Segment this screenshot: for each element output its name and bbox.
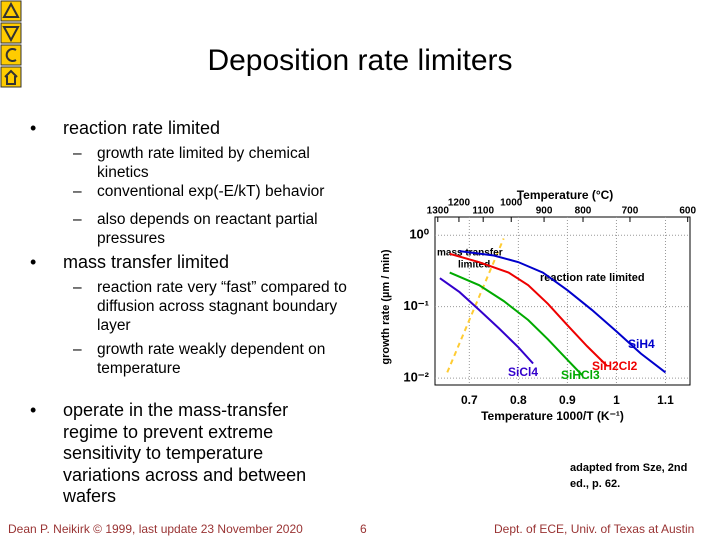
x-tick-label: 1 [613,393,620,407]
x-tick-label: 1.1 [657,393,674,407]
sub-dash: – [73,279,82,296]
x2-tick-label: 1300 [427,206,450,217]
slide-title: Deposition rate limiters [207,44,513,77]
x-tick-label: 0.8 [510,393,527,407]
x2-axis-title: Temperature (°C) [517,188,614,202]
bullet-text: reaction rate limited [63,118,221,138]
series-line [459,250,667,374]
bullet-dot: • [30,118,37,138]
bullet-dot: • [30,400,37,420]
x2-tick-label: 1000 [500,198,523,209]
y-tick-label: 10⁰ [409,227,429,242]
sub-bullet-text: growth rate weakly dependent on temperat… [97,341,326,377]
plot-area [434,216,691,386]
series-label: SiCl4 [508,365,538,379]
bullet-text: mass transfer limited [63,252,230,272]
x-tick-label: 0.7 [461,393,478,407]
nav-icons[interactable] [0,0,24,90]
y-tick-label: 10⁻¹ [403,298,429,313]
series-line [449,252,608,367]
series-line [439,277,534,365]
footer-left: Dean P. Neikirk © 1999, last update 23 N… [8,522,303,536]
sub-bullet-text: also depends on reactant partial pressur… [97,211,318,247]
y-tick-label: 10⁻² [403,370,429,385]
source-note: adapted from Sze, 2nd ed., p. 62. [570,462,688,490]
annotation: reaction rate limited [540,272,645,284]
sub-bullet-text: reaction rate very “fast” compared to di… [97,279,347,334]
series-label: SiH4 [628,337,655,351]
page-number: 6 [360,522,367,536]
sub-dash: – [73,145,82,162]
x2-tick-label: 800 [575,206,592,217]
sub-dash: – [73,211,82,228]
sub-bullet-text: conventional exp(-E/kT) behavior [97,183,325,200]
x-tick-label: 0.9 [559,393,576,407]
y-axis-title: growth rate (µm / min) [380,249,392,364]
x2-tick-label: 600 [679,206,696,217]
x2-tick-label: 1200 [448,198,471,209]
series-label: SiH2Cl2 [592,359,638,373]
x2-tick-label: 1100 [472,206,494,217]
sub-dash: – [73,341,82,358]
series-line [449,271,583,376]
bullet-text: operate in the mass-transfer regime to p… [63,400,307,506]
bullet-dot: • [30,252,37,272]
sub-dash: – [73,183,82,200]
x-axis-title: Temperature 1000/T (K⁻¹) [481,409,624,423]
annotation: limited [458,260,490,271]
x2-tick-label: 900 [536,206,553,217]
x2-tick-label: 700 [622,206,639,217]
series-label: SiHCl3 [561,368,600,382]
footer-right: Dept. of ECE, Univ. of Texas at Austin [494,522,695,536]
sub-bullet-text: growth rate limited by chemical kinetics [97,145,310,181]
